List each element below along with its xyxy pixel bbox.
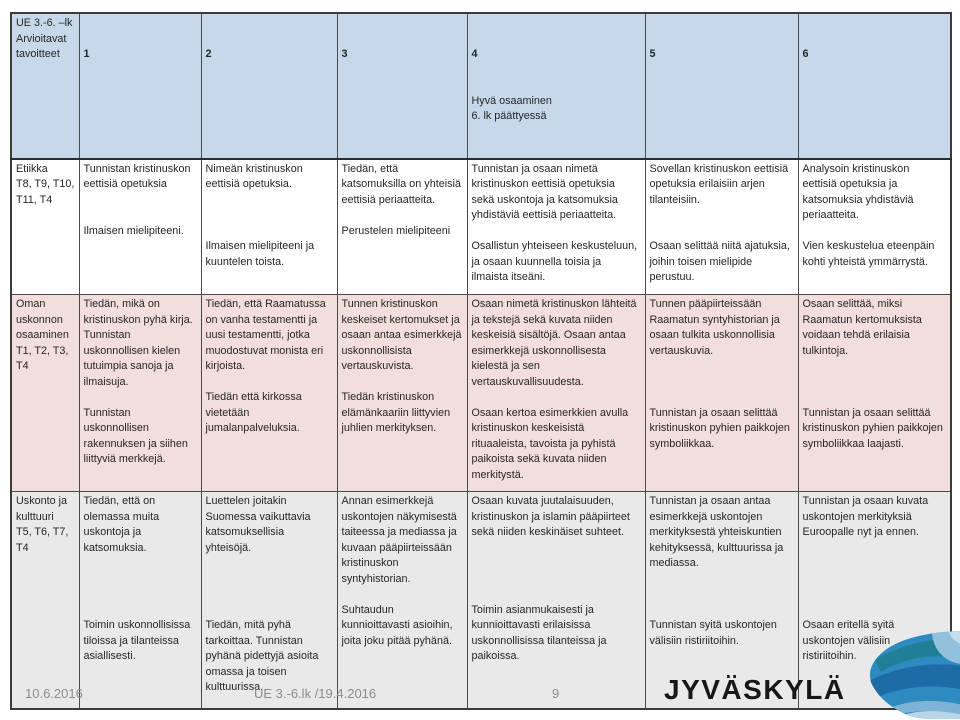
cell-uskonto-kulttuuri-5: Tunnistan ja osaan antaa esimerkkejä usk… bbox=[644, 491, 799, 709]
cell-etiikka-5: Sovellan kristinuskon eettisiä opetuksia… bbox=[644, 158, 799, 295]
cell-uskonto-kulttuuri-4: Osaan kuvata juutalaisuuden, kristinusko… bbox=[466, 491, 646, 709]
jyvaskyla-swirl-logo-icon bbox=[869, 631, 960, 719]
cell-oman-uskonnon-3: Tunnen kristinuskon keskeiset kertomukse… bbox=[336, 294, 468, 492]
level-note: Hyvä osaaminen 6. lk päättyessä bbox=[471, 94, 552, 123]
cell-etiikka-3: Tiedän, että katsomuksilla on yhteisiä e… bbox=[336, 158, 468, 295]
level-number: 3 bbox=[341, 48, 348, 60]
level-number: 1 bbox=[83, 48, 90, 60]
level-header-1: 1 bbox=[78, 12, 202, 160]
cell-oman-uskonnon-1: Tiedän, mikä on kristinuskon pyhä kirja.… bbox=[78, 294, 202, 492]
level-header-6: 6 bbox=[797, 12, 952, 160]
cell-oman-uskonnon-6: Osaan selittää, miksi Raamatun kertomuks… bbox=[797, 294, 952, 492]
cell-etiikka-1: Tunnistan kristinuskon eettisiä opetuksi… bbox=[78, 158, 202, 295]
level-header-3: 3 bbox=[336, 12, 468, 160]
row-label-uskonto-kulttuuri: Uskonto ja kulttuuri T5, T6, T7, T4 bbox=[10, 491, 80, 709]
cell-oman-uskonnon-5: Tunnen pääpiirteissään Raamatun syntyhis… bbox=[644, 294, 799, 492]
table-row-oman-uskonnon: Oman uskonnon osaaminen T1, T2, T3, T4 T… bbox=[10, 294, 952, 492]
level-header-5: 5 bbox=[644, 12, 799, 160]
jyvaskyla-wordmark: JYVÄSKYLÄ bbox=[664, 674, 846, 705]
cell-etiikka-6: Analysoin kristinuskon eettisiä opetuksi… bbox=[797, 158, 952, 295]
table-row-etiikka: Etiikka T8, T9, T10, T11, T4 Tunnistan k… bbox=[10, 158, 952, 295]
level-number: 5 bbox=[649, 48, 656, 60]
cell-uskonto-kulttuuri-2: Luettelen joitakin Suomessa vaikuttavia … bbox=[200, 491, 338, 709]
cell-oman-uskonnon-4: Osaan nimetä kristinuskon lähteitä ja te… bbox=[466, 294, 646, 492]
footer-document-title: UE 3.-6.lk /19.4.2016 bbox=[254, 686, 377, 701]
cell-etiikka-4: Tunnistan ja osaan nimetä kristinuskon e… bbox=[466, 158, 646, 295]
level-header-4: 4 Hyvä osaaminen 6. lk päättyessä bbox=[466, 12, 646, 160]
level-header-2: 2 bbox=[200, 12, 338, 160]
footer-date: 10.6.2016 bbox=[25, 686, 83, 701]
row-label-oman-uskonnon: Oman uskonnon osaaminen T1, T2, T3, T4 bbox=[10, 294, 80, 492]
footer-page-number: 9 bbox=[552, 686, 560, 701]
cell-uskonto-kulttuuri-1: Tiedän, että on olemassa muita uskontoja… bbox=[78, 491, 202, 709]
assessment-rubric-table: UE 3.-6. –lk Arvioitavat tavoitteet 1 2 … bbox=[10, 12, 952, 710]
cell-uskonto-kulttuuri-3: Annan esimerkkejä uskontojen näkymisestä… bbox=[336, 491, 468, 709]
cell-oman-uskonnon-2: Tiedän, että Raamatussa on vanha testame… bbox=[200, 294, 338, 492]
row-label-etiikka: Etiikka T8, T9, T10, T11, T4 bbox=[10, 158, 80, 295]
table-header-row: UE 3.-6. –lk Arvioitavat tavoitteet 1 2 … bbox=[10, 12, 952, 160]
table-row-uskonto-kulttuuri: Uskonto ja kulttuuri T5, T6, T7, T4 Tied… bbox=[10, 491, 952, 709]
cell-etiikka-2: Nimeän kristinuskon eettisiä opetuksia. … bbox=[200, 158, 338, 295]
table-corner-header: UE 3.-6. –lk Arvioitavat tavoitteet bbox=[10, 12, 80, 160]
level-number: 6 bbox=[802, 48, 809, 60]
level-number: 2 bbox=[205, 48, 212, 60]
level-number: 4 bbox=[471, 48, 478, 60]
